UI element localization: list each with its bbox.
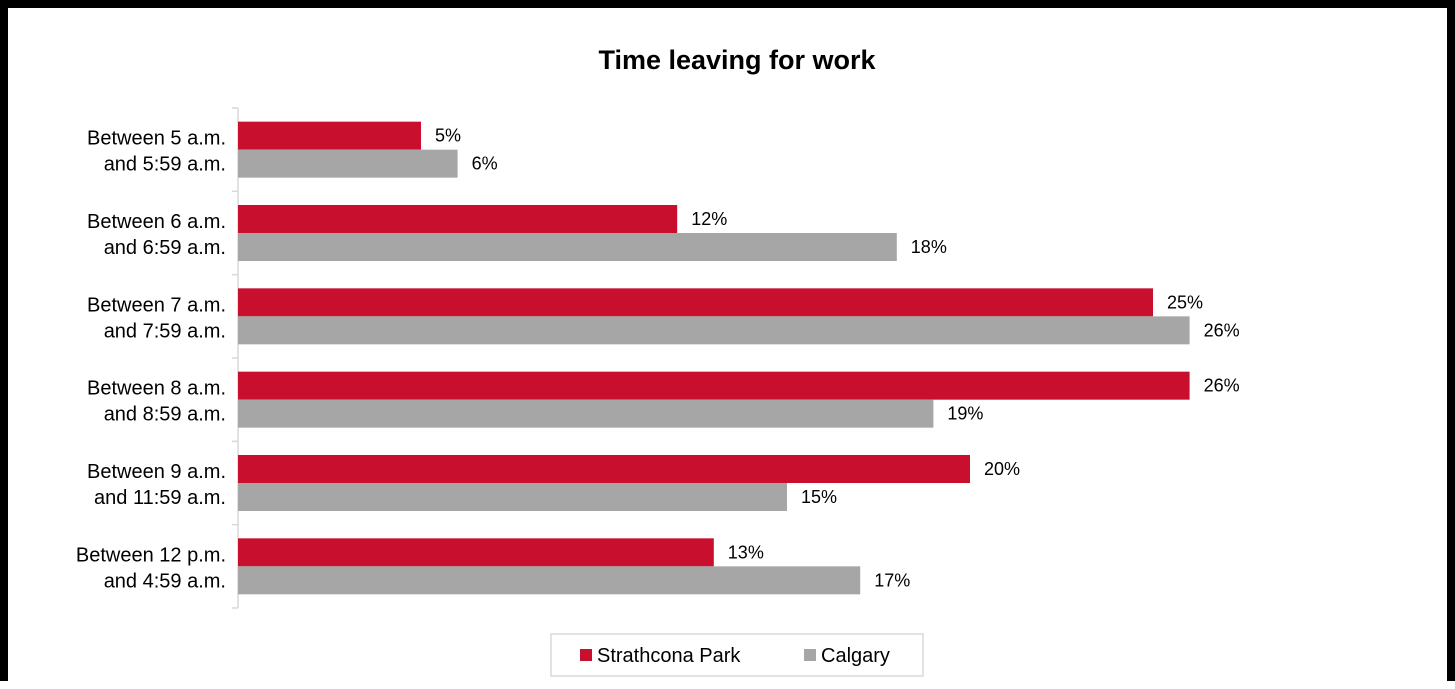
bar-calgary bbox=[238, 399, 934, 428]
category-label-line: Between 9 a.m. bbox=[87, 461, 226, 483]
legend-label: Calgary bbox=[821, 645, 890, 667]
bar-strathcona-park bbox=[238, 455, 970, 483]
bar-calgary bbox=[238, 566, 861, 595]
legend-swatch bbox=[580, 649, 592, 661]
category-label: Between 5 a.m. and 5:59 a.m. bbox=[87, 128, 226, 176]
bar-calgary bbox=[238, 233, 897, 261]
bar-strathcona-park bbox=[238, 288, 1153, 317]
category-label-line: Between 12 p.m. bbox=[76, 544, 226, 566]
category-label: Between 12 p.m. and 4:59 a.m. bbox=[76, 544, 226, 592]
data-label: 26% bbox=[1204, 376, 1240, 396]
category-label-line: Between 8 a.m. bbox=[87, 378, 226, 400]
legend-swatch bbox=[804, 649, 816, 661]
data-label: 13% bbox=[728, 542, 764, 562]
bar-calgary bbox=[238, 149, 458, 178]
bar-strathcona-park bbox=[238, 121, 421, 150]
category-label-line: Between 6 a.m. bbox=[87, 211, 226, 233]
category-labels: Between 5 a.m. and 5:59 a.m. Between 6 a.m… bbox=[76, 128, 226, 593]
data-label: 18% bbox=[911, 237, 947, 257]
bar-strathcona-park bbox=[238, 205, 678, 233]
bar-calgary bbox=[238, 316, 1190, 345]
chart-title: Time leaving for work bbox=[598, 45, 876, 75]
data-label: 25% bbox=[1167, 292, 1203, 312]
legend-label: Strathcona Park bbox=[597, 645, 741, 667]
data-label: 6% bbox=[472, 154, 498, 174]
category-label-line: Between 7 a.m. bbox=[87, 294, 226, 316]
bar-calgary bbox=[238, 483, 787, 511]
category-label: Between 6 a.m. and 6:59 a.m. bbox=[87, 211, 226, 259]
data-label: 26% bbox=[1204, 320, 1240, 340]
category-label-line: and 4:59 a.m. bbox=[104, 570, 226, 592]
category-label: Between 9 a.m. and 11:59 a.m. bbox=[87, 461, 226, 509]
data-label: 15% bbox=[801, 487, 837, 507]
category-label-line: and 5:59 a.m. bbox=[104, 154, 226, 176]
category-label: Between 7 a.m. and 7:59 a.m. bbox=[87, 294, 226, 342]
category-label-line: and 11:59 a.m. bbox=[94, 487, 226, 509]
category-label-line: and 6:59 a.m. bbox=[104, 237, 226, 259]
data-labels: 5%6%12%18%25%26%26%19%20%15%13%17% bbox=[435, 126, 1240, 591]
data-label: 5% bbox=[435, 126, 461, 146]
data-label: 19% bbox=[947, 404, 983, 424]
category-label-line: and 7:59 a.m. bbox=[104, 320, 226, 342]
data-label: 12% bbox=[691, 209, 727, 229]
category-label-line: and 8:59 a.m. bbox=[104, 404, 226, 426]
data-label: 17% bbox=[874, 570, 910, 590]
bar-chart: Time leaving for work 5%6%12%18%25%26%26… bbox=[76, 45, 1240, 677]
legend: Strathcona Park Calgary bbox=[550, 633, 924, 677]
bar-strathcona-park bbox=[238, 538, 714, 567]
category-axis bbox=[232, 107, 239, 609]
category-label: Between 8 a.m. and 8:59 a.m. bbox=[87, 378, 226, 426]
bar-strathcona-park bbox=[238, 371, 1190, 400]
legend-box bbox=[550, 633, 924, 677]
bars bbox=[238, 121, 1190, 595]
category-label-line: Between 5 a.m. bbox=[87, 128, 226, 150]
data-label: 20% bbox=[984, 459, 1020, 479]
